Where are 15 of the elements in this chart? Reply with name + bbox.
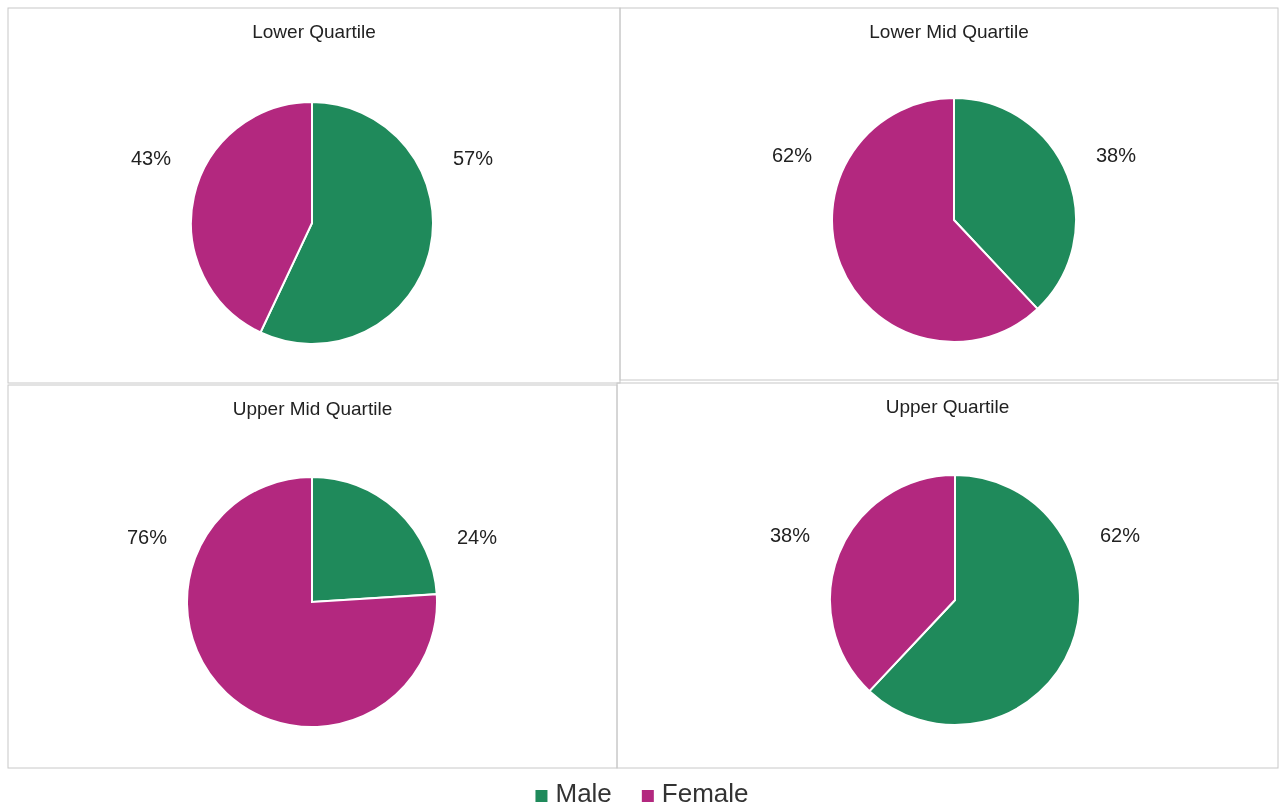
data-label: 24% <box>456 526 498 548</box>
data-label: 38% <box>769 524 811 546</box>
pie-slice <box>186 476 438 728</box>
data-label: 62% <box>771 144 813 166</box>
data-label: 43% <box>130 147 172 169</box>
data-label: 62% <box>1099 524 1141 546</box>
chart-title: Lower Mid Quartile <box>869 21 1029 42</box>
chart-title: Upper Quartile <box>885 396 1010 417</box>
data-label: 38% <box>1095 144 1137 166</box>
chart-title: Upper Mid Quartile <box>232 398 393 419</box>
chart-title: Lower Quartile <box>252 21 376 42</box>
data-label: 76% <box>126 526 168 548</box>
legend-label: Female <box>661 778 749 808</box>
legend-label: Male <box>555 778 612 808</box>
data-label: 57% <box>452 147 494 169</box>
